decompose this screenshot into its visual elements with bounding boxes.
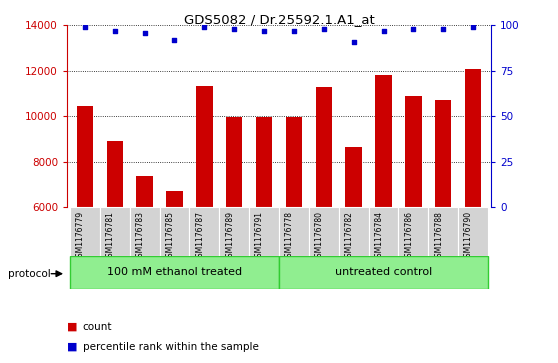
Bar [286, 117, 302, 207]
Bar [256, 117, 272, 207]
Bar [316, 87, 332, 207]
Text: GSM1176781: GSM1176781 [106, 211, 115, 262]
Bar [376, 75, 392, 207]
Text: GSM1176788: GSM1176788 [434, 211, 443, 262]
Bar [458, 207, 488, 256]
Point [379, 28, 388, 34]
Bar [160, 207, 189, 256]
Point [439, 26, 448, 32]
Bar [70, 256, 279, 289]
Point [259, 28, 268, 34]
Bar [226, 117, 242, 207]
Bar [309, 207, 339, 256]
Text: GSM1176780: GSM1176780 [315, 211, 324, 262]
Text: GSM1176778: GSM1176778 [285, 211, 294, 262]
Bar [76, 106, 93, 207]
Bar [100, 207, 129, 256]
Text: GSM1176786: GSM1176786 [405, 211, 413, 262]
Text: ■: ■ [67, 342, 78, 352]
Text: count: count [83, 322, 112, 332]
Point [469, 24, 478, 30]
Text: GDS5082 / Dr.25592.1.A1_at: GDS5082 / Dr.25592.1.A1_at [184, 13, 374, 26]
Point [170, 37, 179, 43]
Bar [279, 256, 488, 289]
Point [409, 26, 418, 32]
Point [110, 28, 119, 34]
Bar [189, 207, 219, 256]
Bar [279, 207, 309, 256]
Bar [196, 86, 213, 207]
Text: ■: ■ [67, 322, 78, 332]
Point [230, 26, 239, 32]
Bar [166, 191, 182, 207]
Point [319, 26, 328, 32]
Point [140, 30, 149, 36]
Point [349, 39, 358, 45]
Bar [429, 207, 458, 256]
Bar [405, 96, 422, 207]
Text: GSM1176790: GSM1176790 [464, 211, 473, 262]
Bar [249, 207, 279, 256]
Text: GSM1176782: GSM1176782 [345, 211, 354, 262]
Text: GSM1176787: GSM1176787 [195, 211, 204, 262]
Text: GSM1176789: GSM1176789 [225, 211, 234, 262]
Point [200, 24, 209, 30]
Bar [345, 147, 362, 207]
Point [290, 28, 299, 34]
Text: GSM1176785: GSM1176785 [166, 211, 175, 262]
Bar [369, 207, 398, 256]
Bar [398, 207, 429, 256]
Bar [339, 207, 369, 256]
Bar [70, 207, 100, 256]
Text: percentile rank within the sample: percentile rank within the sample [83, 342, 258, 352]
Text: GSM1176779: GSM1176779 [76, 211, 85, 262]
Bar [465, 69, 482, 207]
Bar [136, 176, 153, 207]
Bar [435, 100, 451, 207]
Text: GSM1176783: GSM1176783 [136, 211, 145, 262]
Text: protocol: protocol [8, 269, 51, 279]
Text: GSM1176791: GSM1176791 [255, 211, 264, 262]
Bar [107, 141, 123, 207]
Text: 100 mM ethanol treated: 100 mM ethanol treated [107, 267, 242, 277]
Point [80, 24, 89, 30]
Bar [129, 207, 160, 256]
Text: untreated control: untreated control [335, 267, 432, 277]
Text: GSM1176784: GSM1176784 [374, 211, 383, 262]
Bar [219, 207, 249, 256]
